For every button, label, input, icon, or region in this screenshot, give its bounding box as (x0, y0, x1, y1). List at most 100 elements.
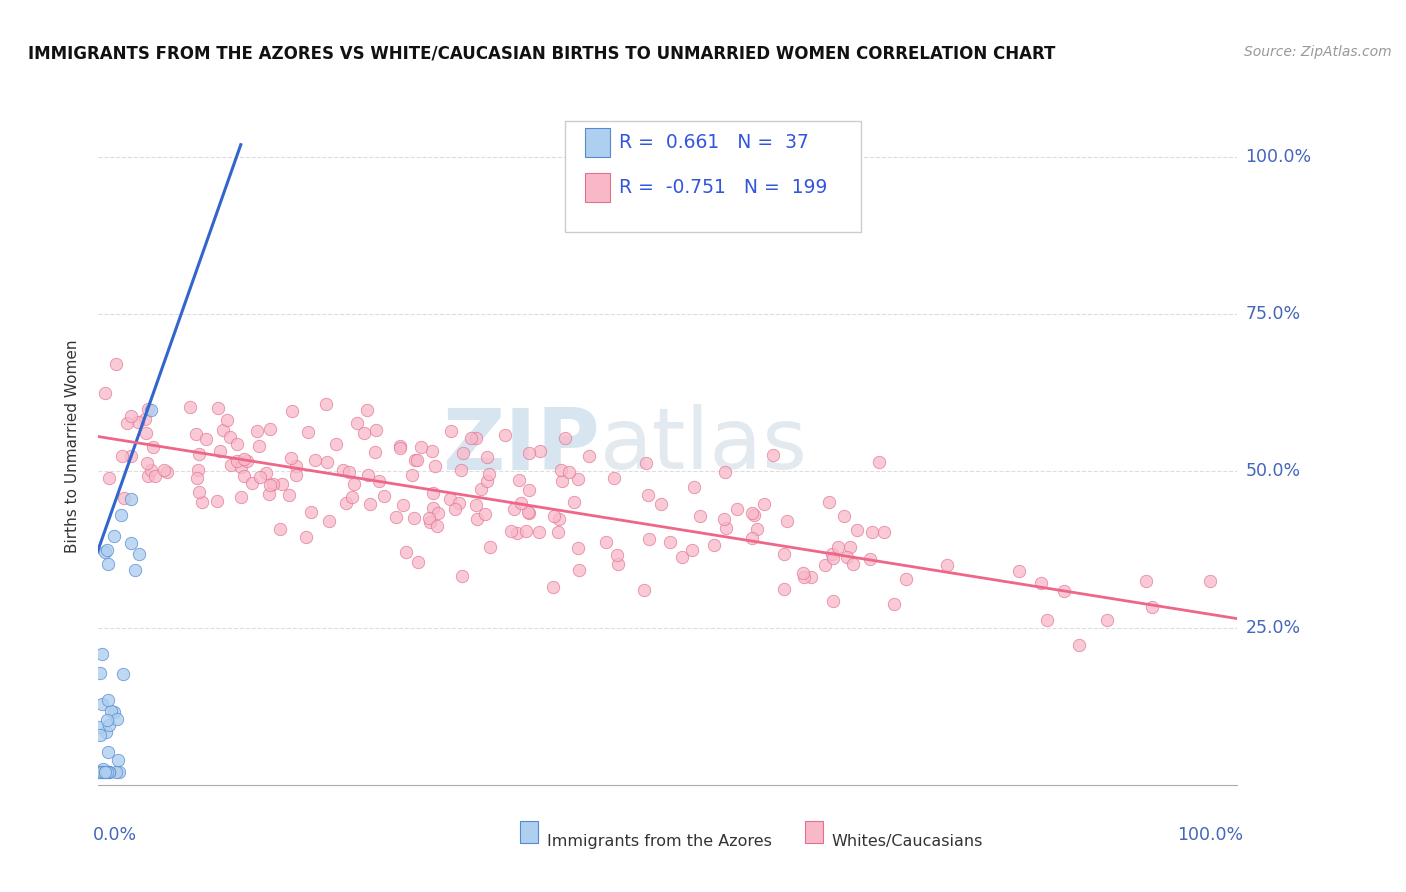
Point (112, 666, 135, 681)
Point (714, 521, 737, 535)
Point (1140, 600, 1163, 615)
Point (449, 496, 471, 510)
Point (233, 452, 256, 467)
Point (139, 402, 162, 417)
Point (725, 502, 748, 516)
Point (703, 538, 725, 552)
Point (363, 444, 385, 458)
Point (388, 441, 411, 455)
Point (547, 511, 569, 525)
Bar (804, 821, 823, 843)
Point (278, 488, 301, 502)
Point (1097, 613, 1119, 627)
Text: Immigrants from the Azores: Immigrants from the Azores (547, 834, 772, 849)
Point (440, 424, 463, 438)
Point (186, 471, 208, 485)
Point (541, 580, 564, 594)
Point (401, 468, 423, 483)
Point (205, 494, 228, 508)
Point (567, 472, 589, 486)
Point (450, 463, 472, 477)
Point (423, 458, 446, 473)
Point (772, 582, 794, 597)
Point (395, 544, 418, 558)
Point (194, 432, 217, 446)
Point (477, 450, 499, 465)
Point (353, 426, 375, 441)
Point (115, 416, 138, 430)
Point (124, 563, 146, 577)
Point (508, 474, 530, 488)
Point (444, 501, 467, 516)
Point (346, 416, 368, 430)
Point (128, 547, 150, 561)
Point (96, 724, 118, 739)
Point (138, 468, 160, 483)
Point (501, 524, 523, 539)
Point (145, 469, 167, 483)
Point (634, 456, 657, 470)
Point (281, 404, 304, 418)
Point (304, 453, 326, 467)
Point (936, 558, 959, 573)
Point (800, 570, 823, 584)
Point (97, 718, 120, 732)
Point (422, 501, 444, 516)
Point (823, 594, 845, 608)
Point (226, 454, 249, 468)
Point (859, 551, 882, 566)
Text: R =  -0.751   N =  199: R = -0.751 N = 199 (619, 178, 827, 197)
Point (356, 403, 378, 417)
Point (135, 457, 157, 471)
Text: 25.0%: 25.0% (1246, 619, 1301, 637)
Text: 0.0%: 0.0% (93, 826, 136, 844)
Point (89, 728, 111, 742)
Point (426, 506, 449, 520)
Point (517, 506, 540, 520)
Text: 100.0%: 100.0% (1177, 826, 1243, 844)
Point (510, 496, 533, 510)
Point (1053, 584, 1076, 599)
Point (335, 496, 357, 510)
Point (1036, 613, 1059, 627)
Point (557, 465, 579, 479)
Point (233, 469, 256, 483)
Point (297, 425, 319, 439)
Point (315, 455, 337, 469)
Point (821, 547, 844, 561)
Text: atlas: atlas (599, 404, 807, 488)
Point (188, 485, 211, 500)
Point (108, 765, 131, 780)
Point (389, 439, 412, 453)
Point (156, 465, 179, 479)
Point (94, 386, 117, 401)
Text: 50.0%: 50.0% (1246, 462, 1301, 480)
Point (568, 563, 591, 577)
FancyBboxPatch shape (565, 120, 862, 233)
Point (529, 443, 551, 458)
Point (179, 400, 201, 414)
Point (209, 444, 232, 458)
Point (94, 545, 117, 559)
Point (451, 446, 474, 460)
Point (384, 510, 406, 524)
Text: 100.0%: 100.0% (1246, 148, 1312, 166)
Point (683, 479, 706, 493)
Point (827, 540, 849, 554)
Point (236, 454, 259, 468)
Point (595, 534, 617, 549)
Point (98, 765, 121, 780)
Point (671, 550, 693, 565)
Point (460, 432, 482, 446)
Point (318, 514, 340, 528)
Point (478, 540, 501, 554)
Point (517, 483, 540, 498)
Point (519, 446, 541, 460)
Point (475, 474, 498, 488)
Point (741, 531, 763, 545)
Point (332, 463, 354, 477)
Point (136, 402, 159, 417)
Point (254, 466, 277, 480)
Point (439, 492, 461, 507)
Point (845, 524, 868, 538)
